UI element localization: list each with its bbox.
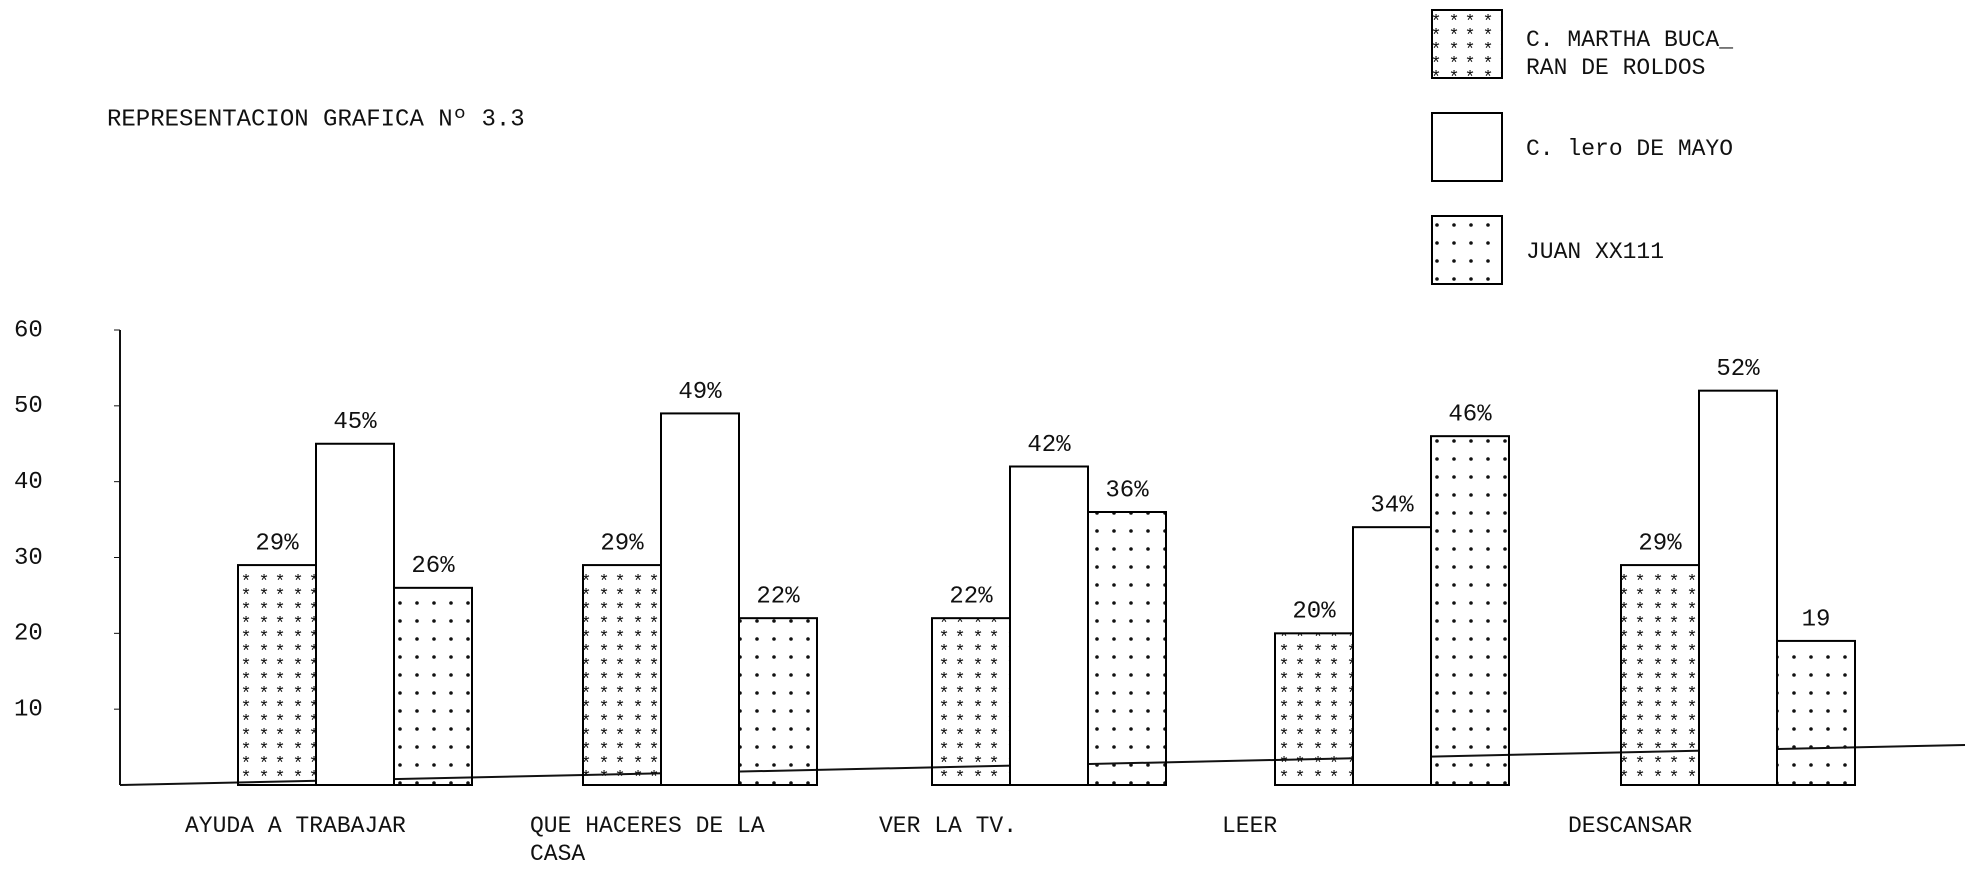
data-label: 45% <box>333 409 377 436</box>
x-tick-label: QUE HACERES DE LA CASA <box>530 813 765 867</box>
x-tick-label: VER LA TV. <box>879 813 1018 839</box>
x-tick-label: AYUDA A TRABAJAR <box>185 813 406 839</box>
bar <box>1009 465 1089 786</box>
bar <box>738 617 818 787</box>
bar <box>1430 435 1510 786</box>
chart-title: REPRESENTACION GRAFICA Nº 3.3 <box>107 106 525 133</box>
legend-swatch <box>1431 215 1503 285</box>
data-label: 19 <box>1802 606 1831 633</box>
bar <box>1087 511 1167 786</box>
bar <box>1352 526 1432 787</box>
y-tick-label: 10 <box>14 697 43 724</box>
y-tick-label: 40 <box>14 469 43 496</box>
bar <box>315 442 395 786</box>
y-tick-label: 60 <box>14 317 43 344</box>
data-label: 22% <box>949 584 993 611</box>
data-label: 42% <box>1027 432 1071 459</box>
y-tick-label: 30 <box>14 545 43 572</box>
bar <box>931 617 1011 787</box>
bar <box>1776 639 1856 787</box>
data-label: 49% <box>678 379 722 406</box>
legend-label: C. lero DE MAYO <box>1526 136 1734 162</box>
bar <box>1620 564 1700 786</box>
bar <box>393 586 473 786</box>
data-label: 29% <box>1638 530 1682 557</box>
data-label: 29% <box>600 530 644 557</box>
data-label: 46% <box>1448 402 1492 429</box>
data-label: 34% <box>1370 493 1414 520</box>
y-tick-label: 20 <box>14 621 43 648</box>
x-tick-label: LEER <box>1222 813 1278 839</box>
bar <box>1274 632 1354 786</box>
bar <box>237 564 317 786</box>
bar <box>660 412 740 786</box>
data-label: 22% <box>756 584 800 611</box>
data-label: 52% <box>1716 356 1760 383</box>
y-tick-label: 50 <box>14 393 43 420</box>
data-label: 20% <box>1292 599 1336 626</box>
data-label: 26% <box>411 553 455 580</box>
legend-label: C. MARTHA BUCA_ RAN DE ROLDOS <box>1526 27 1734 81</box>
bar <box>582 564 662 786</box>
legend-swatch <box>1431 112 1503 182</box>
legend-label: JUAN XX111 <box>1526 239 1665 265</box>
data-label: 29% <box>255 530 299 557</box>
x-tick-label: DESCANSAR <box>1568 813 1693 839</box>
legend-swatch <box>1431 9 1503 79</box>
data-label: 36% <box>1105 477 1149 504</box>
bar <box>1698 389 1778 786</box>
